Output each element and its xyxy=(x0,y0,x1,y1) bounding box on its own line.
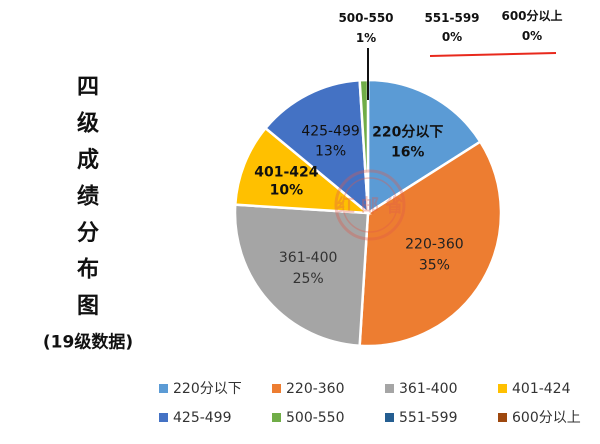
legend-swatch xyxy=(498,413,507,422)
slice-category-label: 220-360 xyxy=(405,236,464,252)
legend-swatch xyxy=(385,384,394,393)
slice-category-label: 361-400 xyxy=(279,250,338,266)
title-char: 分 xyxy=(77,221,99,246)
callout-value-label: 0% xyxy=(442,30,462,44)
callout-value-label: 1% xyxy=(356,31,376,45)
legend-swatch xyxy=(498,384,507,393)
chart-subtitle: (19级数据) xyxy=(43,332,133,353)
pie-slice xyxy=(366,78,483,216)
pie-slices xyxy=(233,78,503,348)
pie-slice xyxy=(233,203,370,348)
watermark-stamp: 红 邮 省 xyxy=(334,169,406,241)
callout-category-label: 551-599 xyxy=(424,11,479,25)
legend-swatch xyxy=(385,413,394,422)
callout-category-label: 600分以上 xyxy=(501,8,562,23)
slice-value-label: 25% xyxy=(293,271,324,287)
legend-label: 401-424 xyxy=(512,381,571,397)
title-char: 级 xyxy=(77,111,99,137)
legend-label: 500-550 xyxy=(286,410,345,426)
watermark-text: 红 邮 省 xyxy=(337,195,404,217)
title-char: 布 xyxy=(77,257,99,283)
red-underline-annotation xyxy=(429,52,557,57)
pie-slice xyxy=(263,78,370,216)
slice-value-label: 13% xyxy=(315,144,346,160)
slice-value-label: 35% xyxy=(419,257,450,273)
title-char: 图 xyxy=(77,294,99,319)
slice-value-label: 10% xyxy=(270,183,304,199)
legend-swatch xyxy=(159,413,168,422)
legend-swatch xyxy=(272,384,281,393)
legend-swatch xyxy=(159,384,168,393)
callout-category-label: 500-550 xyxy=(338,11,393,25)
external-callouts: 500-550 1% 551-599 0% 600分以上 0% xyxy=(338,8,563,100)
slice-category-label: 425-499 xyxy=(301,124,360,140)
slice-labels: 220分以下 16% 220-360 35% 361-400 25% 401-424 10% 4… xyxy=(254,124,463,287)
title-char: 绩 xyxy=(77,184,99,210)
legend-label: 600分以上 xyxy=(512,410,581,426)
title-char: 成 xyxy=(77,148,99,173)
legend-swatch xyxy=(272,413,281,422)
legend-label: 361-400 xyxy=(399,381,458,397)
legend-label: 551-599 xyxy=(399,410,458,426)
legend-label: 425-499 xyxy=(173,410,232,426)
legend: 220分以下 220-360 361-400 401-424 425-499 500-55… xyxy=(159,381,581,426)
pie-slice xyxy=(233,126,372,215)
slice-category-label: 220分以下 xyxy=(372,125,443,141)
legend-label: 220分以下 xyxy=(173,381,242,397)
callout-value-label: 0% xyxy=(522,29,542,43)
title-char: 四 xyxy=(77,75,99,100)
legend-label: 220-360 xyxy=(286,381,345,397)
slice-category-label: 401-424 xyxy=(254,165,319,181)
slice-value-label: 16% xyxy=(391,145,425,161)
pie-slice xyxy=(358,140,503,348)
